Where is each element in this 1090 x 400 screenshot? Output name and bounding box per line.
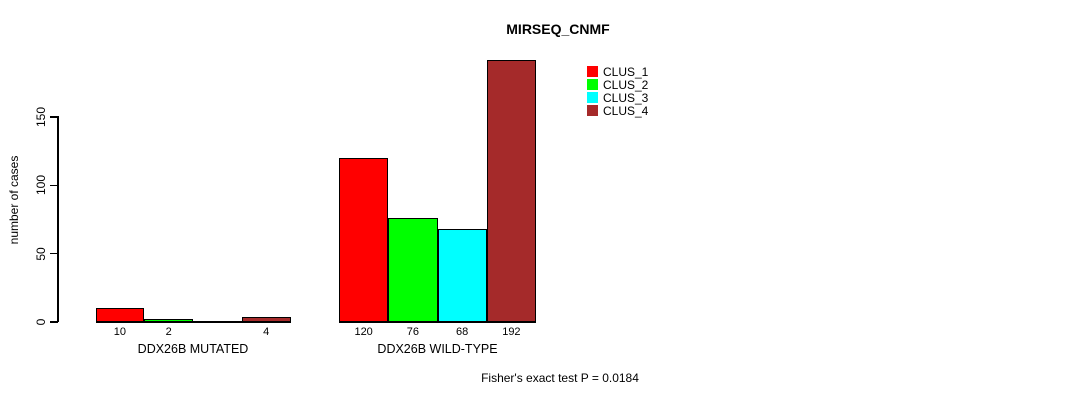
bar-clus_2 (144, 319, 193, 322)
bar-count-label: 2 (165, 326, 172, 338)
bar-count-label: 10 (113, 326, 126, 338)
bar-clus_1 (339, 158, 389, 322)
legend-swatch-clus_3 (587, 92, 598, 103)
legend-label-clus_4: CLUS_4 (603, 104, 649, 118)
bar-count-label: 120 (354, 326, 373, 338)
bar-count-label: 76 (406, 326, 419, 338)
group-label: DDX26B WILD-TYPE (377, 342, 498, 356)
bar-clus_1 (95, 308, 145, 322)
fisher-test-note: Fisher's exact test P = 0.0184 (481, 371, 639, 385)
legend-swatch-clus_1 (587, 66, 598, 77)
y-tick-mark (50, 252, 58, 255)
bar-clus_3 (437, 229, 487, 322)
y-axis-title: number of cases (7, 155, 21, 245)
x-axis-baseline (95, 321, 291, 323)
group-label: DDX26B MUTATED (137, 342, 249, 356)
y-tick-mark (50, 116, 58, 118)
legend-swatch-clus_4 (587, 105, 598, 116)
y-tick-mark (50, 184, 58, 187)
y-tick-label: 0 (34, 318, 48, 326)
legend-label-clus_1: CLUS_1 (603, 65, 649, 79)
y-tick-label: 100 (34, 175, 48, 196)
chart-title: MIRSEQ_CNMF (506, 21, 610, 37)
bar-count-label: 192 (502, 326, 521, 338)
bar-clus_4 (486, 59, 536, 322)
y-tick-mark (50, 321, 58, 323)
bar-count-label: 4 (263, 326, 270, 338)
legend-label-clus_3: CLUS_3 (603, 91, 649, 105)
y-axis-line (57, 116, 59, 322)
legend-swatch-clus_2 (587, 79, 598, 90)
y-tick-label: 150 (34, 106, 48, 128)
bar-clus_4 (241, 316, 291, 322)
legend-label-clus_2: CLUS_2 (603, 78, 649, 92)
bar-count-label: 68 (456, 326, 469, 338)
y-tick-label: 50 (34, 246, 48, 261)
bar-clus_2 (388, 218, 438, 322)
